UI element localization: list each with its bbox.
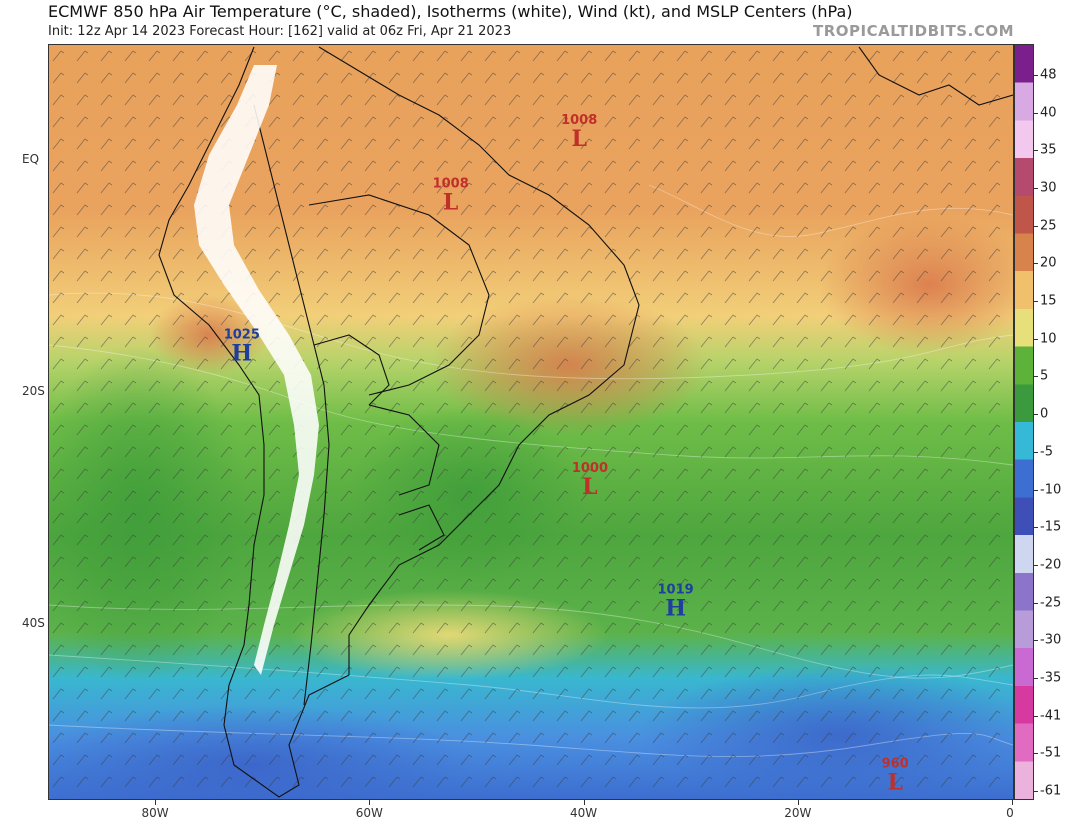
pressure-value: 1000 bbox=[572, 461, 608, 476]
colorbar-tick bbox=[1034, 677, 1038, 679]
pressure-symbol: H bbox=[231, 340, 252, 366]
colorbar-tick bbox=[1034, 640, 1038, 642]
pressure-value: 1008 bbox=[433, 177, 469, 192]
colorbar-tick bbox=[1034, 301, 1038, 303]
pressure-symbol: L bbox=[887, 770, 902, 796]
colorbar-label: 5 bbox=[1040, 368, 1049, 384]
lat-label: 40S bbox=[22, 616, 45, 630]
colorbar-tick bbox=[1034, 112, 1038, 114]
pressure-value: 1008 bbox=[561, 113, 597, 128]
argentina-border bbox=[303, 384, 330, 706]
pressure-value: 960 bbox=[882, 757, 909, 772]
colorbar-tick bbox=[1034, 753, 1038, 755]
colorbar-tick bbox=[1034, 564, 1038, 566]
pressure-symbol: L bbox=[571, 126, 586, 152]
colorbar-label: -61 bbox=[1040, 783, 1062, 799]
wind-barbs-overlay bbox=[49, 45, 1013, 799]
colorbar-label: -20 bbox=[1040, 557, 1062, 573]
colorbar-label: -25 bbox=[1040, 595, 1062, 611]
colorbar-label: -51 bbox=[1040, 745, 1062, 761]
pressure-value: 1019 bbox=[658, 583, 694, 598]
colorbar-label: 30 bbox=[1040, 180, 1057, 196]
colorbar-label: 20 bbox=[1040, 255, 1057, 271]
colorbar-tick bbox=[1034, 376, 1038, 378]
lon-tick bbox=[1012, 800, 1013, 805]
colorbar-label: 40 bbox=[1040, 105, 1057, 121]
pressure-value: 1025 bbox=[224, 327, 260, 342]
brazil-border bbox=[308, 194, 490, 396]
andes-snow-mask bbox=[194, 65, 319, 675]
pressure-symbol: L bbox=[582, 474, 597, 500]
lon-label: 40W bbox=[569, 806, 598, 820]
colorbar-tick bbox=[1034, 263, 1038, 265]
colorbar-tick bbox=[1034, 527, 1038, 529]
paraguay-border bbox=[368, 404, 440, 496]
colorbar-label: 48 bbox=[1040, 67, 1057, 83]
colorbar-label: -35 bbox=[1040, 670, 1062, 686]
colorbar-tick bbox=[1034, 225, 1038, 227]
lon-tick bbox=[369, 800, 371, 805]
colorbar-tick bbox=[1034, 75, 1038, 76]
lon-label: 60W bbox=[355, 806, 383, 820]
lon-label: 20W bbox=[784, 806, 812, 820]
colorbar-label: -41 bbox=[1040, 708, 1062, 724]
colorbar-label: 25 bbox=[1040, 218, 1057, 234]
colorbar-tick bbox=[1034, 414, 1038, 416]
pressure-symbol: H bbox=[665, 596, 686, 622]
colorbar-label: -15 bbox=[1040, 519, 1062, 535]
lon-label: 0 bbox=[1006, 806, 1014, 820]
colorbar-tick bbox=[1034, 602, 1038, 604]
lon-tick bbox=[797, 800, 799, 805]
colorbar-label: 35 bbox=[1040, 142, 1057, 158]
country-borders bbox=[158, 46, 1013, 798]
colorbar-label: 10 bbox=[1040, 331, 1057, 347]
colorbar-tick bbox=[1034, 791, 1038, 792]
colorbar-tick bbox=[1034, 489, 1038, 491]
colorbar-label: -5 bbox=[1040, 444, 1053, 460]
colorbar-label: 15 bbox=[1040, 293, 1057, 309]
temperature-map: 1008 L 1008 L 1025 H 1000 L 1019 H 960 L bbox=[48, 44, 1014, 800]
colorbar-label: -10 bbox=[1040, 482, 1062, 498]
map-title: ECMWF 850 hPa Air Temperature (°C, shade… bbox=[48, 2, 853, 21]
lon-tick bbox=[155, 800, 157, 805]
pressure-symbol: L bbox=[443, 190, 458, 216]
colorbar-tick bbox=[1034, 451, 1038, 453]
lon-tick bbox=[583, 800, 585, 805]
colorbar-label: -30 bbox=[1040, 632, 1062, 648]
colorbar-tick bbox=[1034, 715, 1038, 717]
temperature-colorbar bbox=[1014, 44, 1034, 800]
colorbar-tick bbox=[1034, 150, 1038, 152]
colorbar-label: 0 bbox=[1040, 406, 1049, 422]
lat-label: EQ bbox=[22, 152, 40, 166]
uruguay-border bbox=[398, 504, 445, 551]
lon-label: 80W bbox=[141, 806, 169, 820]
lat-label: 20S bbox=[22, 384, 45, 398]
site-credit: TROPICALTIDBITS.COM bbox=[813, 22, 1014, 40]
africa-coast bbox=[858, 46, 1013, 106]
forecast-info: Init: 12z Apr 14 2023 Forecast Hour: [16… bbox=[48, 24, 512, 39]
bolivia-border bbox=[313, 334, 390, 406]
colorbar-tick bbox=[1034, 338, 1038, 340]
south-america-coastline bbox=[158, 46, 640, 798]
colorbar-tick bbox=[1034, 188, 1038, 190]
andes-border bbox=[253, 104, 325, 386]
